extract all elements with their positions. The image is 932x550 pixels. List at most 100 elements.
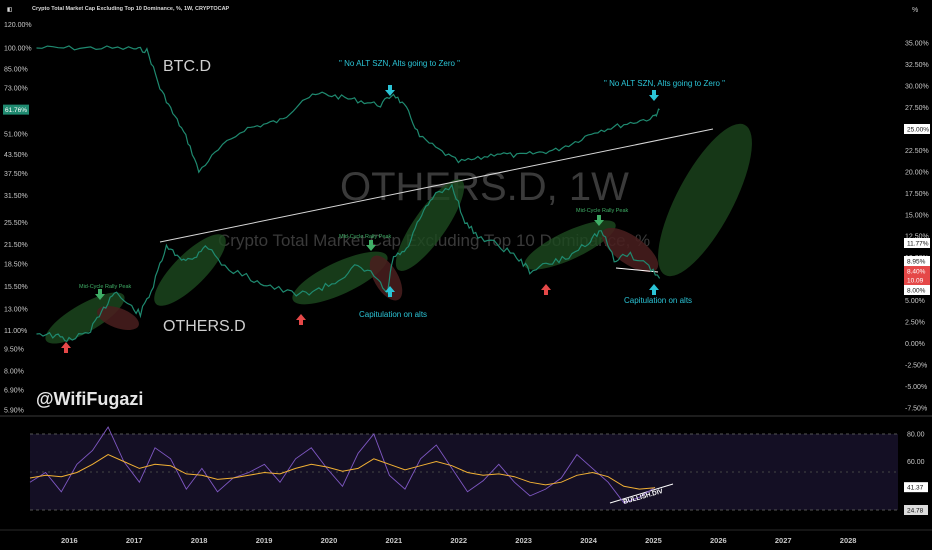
left-axis-tick: 15.50% [4, 284, 28, 291]
watermark-symbol: OTHERS.D, 1W [340, 165, 629, 209]
resistance-trendline[interactable] [159, 128, 714, 243]
green-ellipse [395, 179, 465, 271]
right-axis-badge-label: 11.77% [907, 241, 929, 248]
left-axis-tick: 13.00% [4, 306, 28, 313]
left-axis-tick: 6.90% [4, 387, 24, 394]
left-axis-tick: 8.00% [4, 368, 24, 375]
time-axis-tick: 2025 [645, 536, 662, 545]
cyan-up-arrow [649, 284, 659, 295]
left-axis-tick: 11.00% [4, 328, 27, 335]
left-axis-tick: 37.50% [4, 171, 28, 178]
rsi-axis-tick: 80.00 [907, 432, 925, 439]
left-axis-tick: 43.50% [4, 152, 28, 159]
green-down-arrow [95, 289, 105, 300]
right-axis-badge-label: 8.95% [907, 259, 926, 266]
right-axis-badge [904, 256, 930, 266]
rsi-axis-tick: 60.00 [907, 459, 925, 466]
rsi-divergence-line[interactable] [609, 483, 674, 504]
green-down-arrow [594, 215, 604, 226]
right-axis-tick: -7.50% [905, 406, 927, 413]
rsi-axis-badge [904, 505, 928, 515]
right-axis-badge-label: 10.09 [907, 278, 924, 285]
red-up-arrow [541, 284, 551, 295]
annotation-capitulation: Capitulation on alts [359, 310, 427, 319]
rsi-axis-tick: 41.37 [907, 485, 924, 492]
right-axis-tick: 0.00% [905, 341, 925, 348]
cyan-up-arrow [385, 286, 395, 297]
red-up-arrow [61, 342, 71, 353]
percent-scale-button[interactable]: % [912, 7, 918, 14]
time-axis-tick: 2019 [256, 536, 273, 545]
right-axis-tick: 12.50% [905, 234, 929, 241]
annotation-mid-cycle-peak: Mid-Cycle Rally Peak [339, 234, 392, 240]
btc-dominance-line [36, 45, 660, 174]
time-axis-tick: 2022 [450, 536, 467, 545]
left-axis-tick: 85.00% [4, 66, 28, 73]
green-ellipse [524, 220, 616, 270]
left-axis-tick: 51.00% [4, 132, 28, 139]
right-axis-tick: 15.00% [905, 212, 929, 219]
annotation-mid-cycle-peak: Mid-Cycle Rally Peak [576, 208, 629, 214]
red-ellipse [97, 305, 139, 331]
rsi-line [29, 426, 656, 504]
green-ellipse [658, 123, 752, 277]
settings-icon[interactable]: ◧ [7, 7, 13, 13]
author-handle: @WifiFugazi [36, 389, 143, 409]
right-axis-tick: 35.00% [905, 41, 929, 48]
right-axis-badge [904, 124, 930, 134]
others-d-label: OTHERS.D [163, 318, 246, 335]
green-down-arrow [366, 240, 376, 251]
time-axis-tick: 2020 [321, 536, 338, 545]
rsi-axis-badge [904, 482, 928, 493]
rsi-axis-tick: 24.78 [907, 508, 924, 515]
time-axis-tick: 2018 [191, 536, 208, 545]
cyan-down-arrow [385, 85, 395, 96]
right-axis-badge-label: 8.00% [907, 288, 926, 295]
left-axis-tick: 73.00% [4, 86, 28, 93]
green-ellipse [292, 251, 388, 305]
green-ellipse [154, 234, 226, 306]
left-axis-tick: 9.50% [4, 347, 24, 354]
time-axis-tick: 2028 [840, 536, 857, 545]
left-axis-tick: 18.50% [4, 261, 28, 268]
right-axis-tick: 20.00% [905, 169, 929, 176]
time-axis-tick: 2024 [580, 536, 598, 545]
cyan-down-arrow [649, 90, 659, 101]
red-ellipse [369, 255, 403, 301]
time-axis-tick: 2026 [710, 536, 727, 545]
time-axis[interactable]: 2016 2017 2018 2019 2020 2021 2022 2023 2024 2025… [0, 529, 932, 545]
rsi-ma-line [29, 454, 656, 490]
cycle-ellipses [45, 123, 752, 344]
red-up-arrow [296, 314, 306, 325]
left-axis-tick: 31.50% [4, 193, 28, 200]
right-axis-badge [904, 266, 930, 276]
green-ellipse [45, 292, 125, 344]
right-axis-tick: -2.50% [905, 363, 927, 370]
right-axis-badge [904, 275, 930, 285]
right-axis-badge-label: 25.00% [907, 127, 929, 134]
annotation-mid-cycle-peak: Mid-Cycle Rally Peak [79, 284, 132, 290]
right-axis-tick: 22.50% [905, 148, 929, 155]
right-axis-badge [904, 238, 930, 248]
left-axis-tick: 100.00% [4, 46, 32, 53]
right-axis-tick: 17.50% [905, 191, 929, 198]
others-dominance-line [36, 183, 661, 343]
time-axis-tick: 2023 [515, 536, 532, 545]
left-axis-tick: 5.90% [4, 407, 24, 414]
right-price-axis[interactable]: 35.00% 32.50% 30.00% 27.50% 22.50% 20.00% 17.5… [904, 41, 930, 413]
left-axis-tick: 120.00% [4, 22, 32, 29]
left-price-axis[interactable]: 120.00% 100.00% 85.00% 73.00% 61.76% 51.00% 43… [3, 22, 32, 414]
time-axis-tick: 2021 [386, 536, 403, 545]
annotation-no-alt-szn: " No ALT SZN, Alts going to Zero " [604, 79, 725, 88]
left-axis-tick: 21.50% [4, 242, 28, 249]
annotation-no-alt-szn: " No ALT SZN, Alts going to Zero " [339, 59, 460, 68]
time-axis-tick: 2027 [775, 536, 792, 545]
btc-current-badge [3, 104, 29, 115]
chart-title: Crypto Total Market Cap Excluding Top 10… [32, 6, 230, 12]
rsi-axis[interactable]: 80.00 60.00 41.37 24.78 [904, 432, 928, 516]
left-axis-tick: 25.50% [4, 220, 28, 227]
right-axis-tick: 27.50% [905, 105, 929, 112]
btc-current-value: 61.76% [5, 107, 27, 114]
right-axis-tick: -5.00% [905, 384, 927, 391]
